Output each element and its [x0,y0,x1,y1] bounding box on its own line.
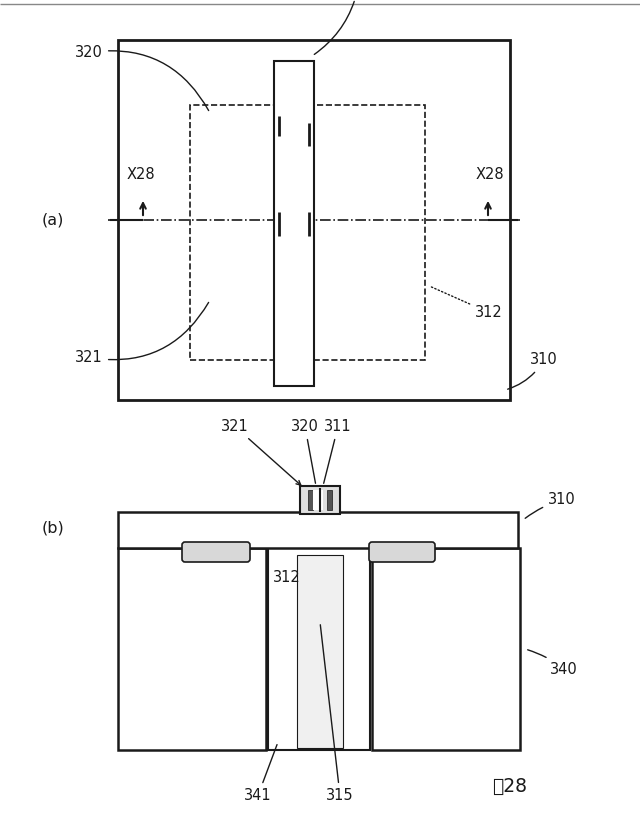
Bar [300,486,340,514]
Text: 341: 341 [244,745,277,803]
Text: (b): (b) [42,520,65,536]
Text: 320: 320 [291,419,319,484]
Text: 310: 310 [525,492,576,519]
Text: 312: 312 [429,287,503,320]
Text: 321: 321 [76,303,209,365]
Bar [190,105,425,360]
Text: 310: 310 [508,352,557,389]
Bar [268,548,370,750]
Text: X28: X28 [476,167,504,182]
Text: 311: 311 [324,419,352,484]
Bar [308,490,313,510]
Text: (a): (a) [42,212,64,227]
Bar [313,490,323,510]
Bar [327,490,332,510]
Text: 311: 311 [314,0,372,55]
FancyBboxPatch shape [369,542,435,562]
Bar [118,548,266,750]
Bar [297,555,343,748]
FancyBboxPatch shape [182,542,250,562]
Text: 320: 320 [75,45,209,111]
Text: 315: 315 [320,625,354,803]
Text: 図28: 図28 [493,777,527,795]
Bar [118,40,510,400]
Text: 312: 312 [273,571,301,585]
Bar [274,61,314,386]
Text: X28: X28 [127,167,156,182]
Text: 340: 340 [527,650,578,676]
Bar [372,548,520,750]
Bar [118,512,518,548]
Text: 321: 321 [221,419,301,485]
